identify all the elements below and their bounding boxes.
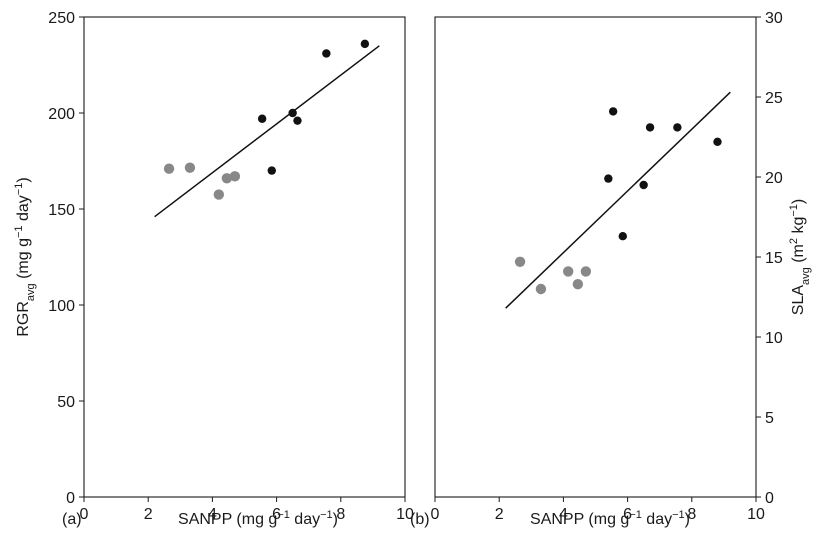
x-tick-label: 2: [495, 506, 504, 523]
data-point: [604, 174, 613, 183]
plot-frame: [83, 16, 406, 498]
data-point: [213, 189, 225, 200]
data-point: [580, 266, 592, 277]
y-tick-label: 20: [765, 170, 783, 187]
y-tick-label: 250: [48, 10, 75, 27]
y-tick-label: 0: [66, 490, 75, 507]
x-axis-title: SANPP (mg g−1 day−1): [178, 509, 338, 528]
data-point: [229, 171, 241, 182]
panel-label: (b): [410, 511, 430, 528]
y-tick-label: 10: [765, 330, 783, 347]
y-axis-title: SLAavg (m2 kg−1): [788, 199, 812, 315]
data-point: [673, 123, 682, 132]
panel-label: (a): [62, 511, 82, 528]
y-tick-label: 15: [765, 250, 783, 267]
data-point: [639, 180, 648, 190]
x-tick-label: 0: [80, 506, 89, 523]
data-point: [713, 137, 722, 146]
data-point: [221, 173, 233, 184]
x-tick-label: 8: [687, 506, 696, 523]
x-tick-label: 10: [396, 506, 414, 523]
y-tick-label: 150: [48, 202, 75, 219]
plot-frame: [434, 16, 757, 498]
y-tick-label: 5: [765, 410, 774, 427]
data-point: [257, 114, 267, 123]
data-point: [322, 49, 331, 58]
data-point: [608, 107, 618, 116]
y-tick-label: 200: [48, 106, 75, 123]
data-point: [184, 162, 196, 173]
y-tick-label: 100: [48, 298, 75, 315]
x-tick-label: 4: [559, 506, 568, 523]
x-tick-label: 6: [623, 506, 632, 523]
x-tick-label: 2: [144, 506, 153, 523]
x-tick-label: 6: [272, 506, 281, 523]
y-axis-title: RGRavg (mg g−1 day−1): [13, 177, 37, 336]
x-axis-title: SANPP (mg g−1 day−1): [530, 509, 690, 528]
x-tick-label: 0: [431, 506, 440, 523]
y-tick-label: 50: [57, 394, 75, 411]
y-tick-label: 25: [765, 90, 783, 107]
data-point: [267, 166, 276, 175]
data-point: [535, 283, 547, 295]
data-point: [360, 39, 370, 49]
data-point: [163, 163, 175, 174]
x-tick-label: 10: [747, 506, 765, 523]
y-tick-label: 0: [765, 490, 774, 507]
data-point: [618, 232, 627, 241]
data-point: [514, 256, 526, 267]
x-tick-label: 8: [336, 506, 345, 523]
data-point: [563, 266, 574, 277]
regression-line: [154, 45, 380, 218]
y-tick-label: 30: [765, 10, 783, 27]
data-point: [645, 123, 655, 132]
data-point: [288, 108, 297, 118]
data-point: [572, 279, 584, 290]
data-point: [293, 116, 302, 125]
regression-line: [505, 91, 731, 309]
x-tick-label: 4: [208, 506, 217, 523]
